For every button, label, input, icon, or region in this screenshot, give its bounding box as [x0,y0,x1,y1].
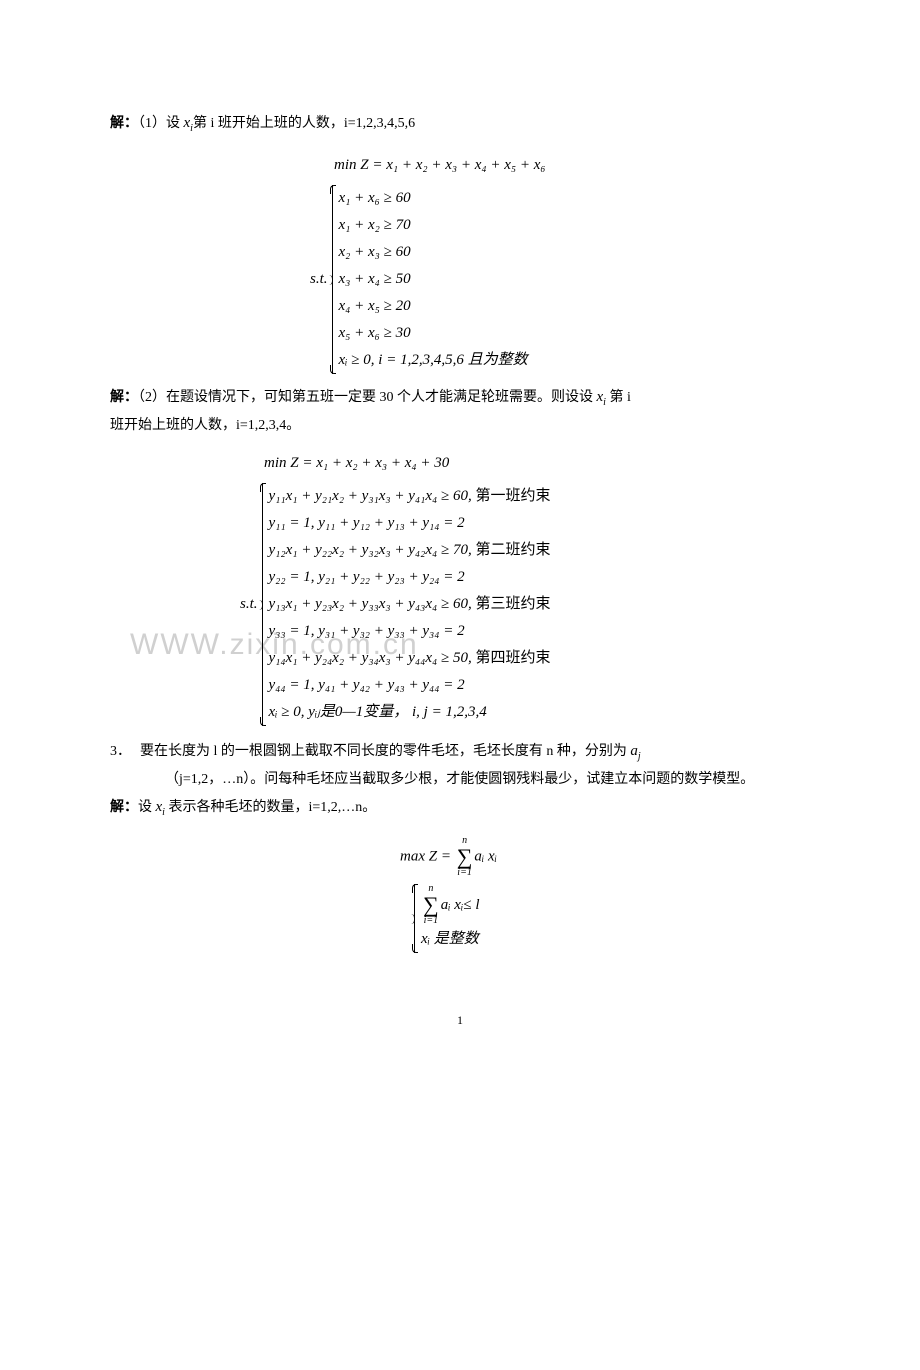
constraint: x₁ + x₂ ≥ 70 [339,212,528,239]
constraint: y₁₂x₁ + y₂₂x₂ + y₃₂x₃ + y₄₂x₄ ≥ 70, 第二班约… [269,537,551,564]
constraint: y₁₄x₁ + y₂₄x₂ + y₃₄x₃ + y₄₄x₄ ≥ 50, 第四班约… [269,645,551,672]
constraint-brace: x₁ + x₆ ≥ 60 x₁ + x₂ ≥ 70 x₂ + x₃ ≥ 60 x… [332,185,528,374]
constraint: x₅ + x₆ ≥ 30 [339,320,528,347]
constraint: x₃ + x₄ ≥ 50 [339,266,528,293]
solution-2-intro-line2: 班开始上班的人数，i=1,2,3,4。 [110,412,810,440]
objective: min Z = x₁ + x₂ + x₃ + x₄ + x₅ + x₆ [310,152,810,179]
constraint: xᵢ ≥ 0, yᵢⱼ是0—1变量， i, j = 1,2,3,4 [269,699,551,726]
sol2-math: min Z = x₁ + x₂ + x₃ + x₄ + 30 s.t. y₁₁x… [240,450,810,726]
objective: min Z = x₁ + x₂ + x₃ + x₄ + 30 [240,450,810,477]
constraint-brace: n∑i=1aᵢ xᵢ ≤ l xᵢ 是整数 [414,884,480,953]
math-var: xi [597,389,606,405]
text: 第 i [606,390,631,405]
constraint: x₁ + x₆ ≥ 60 [339,185,528,212]
constraint: x₂ + x₃ ≥ 60 [339,239,528,266]
text: 设 [138,800,156,815]
constraint: y₁₃x₁ + y₂₃x₂ + y₃₃x₃ + y₄₃x₄ ≥ 60, 第三班约… [269,591,551,618]
math-var: xi [184,115,193,131]
solution-1-intro: 解：（1）设 xi第 i 班开始上班的人数，i=1,2,3,4,5,6 [110,110,810,138]
question-number: 3． [110,738,140,766]
solution-label: 解： [110,800,138,815]
text: （2）在题设情况下，可知第五班一定要 30 个人才能满足轮班需要。则设设 [138,390,597,405]
text: 第 i 班开始上班的人数，i=1,2,3,4,5,6 [193,116,415,131]
constraint: n∑i=1aᵢ xᵢ ≤ l [421,884,480,926]
constraint: y₁₁ = 1, y₁₁ + y₁₂ + y₁₃ + y₁₄ = 2 [269,510,551,537]
constraint: xᵢ ≥ 0, i = 1,2,3,4,5,6 且为整数 [339,347,528,374]
text: 表示各种毛坯的数量，i=1,2,…n。 [165,800,376,815]
question-text-cont: （j=1,2，…n）。问每种毛坯应当截取多少根，才能使圆钢残料最少，试建立本问题… [110,766,810,794]
constraint: xᵢ 是整数 [421,926,480,953]
math-var: xi [156,799,165,815]
constraint: y₄₄ = 1, y₄₁ + y₄₂ + y₄₃ + y₄₄ = 2 [269,672,551,699]
solution-3-intro: 解：设 xi 表示各种毛坯的数量，i=1,2,…n。 [110,794,810,822]
sol1-math: min Z = x₁ + x₂ + x₃ + x₄ + x₅ + x₆ s.t.… [310,152,810,374]
constraint: y₁₁x₁ + y₂₁x₂ + y₃₁x₃ + y₄₁x₄ ≥ 60, 第一班约… [269,483,551,510]
text: （1）设 [138,116,184,131]
constraint: y₃₃ = 1, y₃₁ + y₃₂ + y₃₃ + y₃₄ = 2 [269,618,551,645]
constraint: y₂₂ = 1, y₂₁ + y₂₂ + y₂₃ + y₂₄ = 2 [269,564,551,591]
constraint-brace: y₁₁x₁ + y₂₁x₂ + y₃₁x₃ + y₄₁x₄ ≥ 60, 第一班约… [262,483,551,726]
objective: max Z = n∑i=1aᵢ xᵢ [400,836,810,878]
solution-label: 解： [110,116,138,131]
question-3: 3． 要在长度为 l 的一根圆钢上截取不同长度的零件毛坯，毛坯长度有 n 种，分… [110,738,810,766]
solution-2-intro: 解：（2）在题设情况下，可知第五班一定要 30 个人才能满足轮班需要。则设设 x… [110,384,810,412]
solution-label: 解： [110,390,138,405]
page-number: 1 [110,1013,810,1028]
question-text: 要在长度为 l 的一根圆钢上截取不同长度的零件毛坯，毛坯长度有 n 种，分别为 … [140,738,810,766]
constraint: x₄ + x₅ ≥ 20 [339,293,528,320]
sol3-math: max Z = n∑i=1aᵢ xᵢ n∑i=1aᵢ xᵢ ≤ l xᵢ 是整数 [400,836,810,953]
